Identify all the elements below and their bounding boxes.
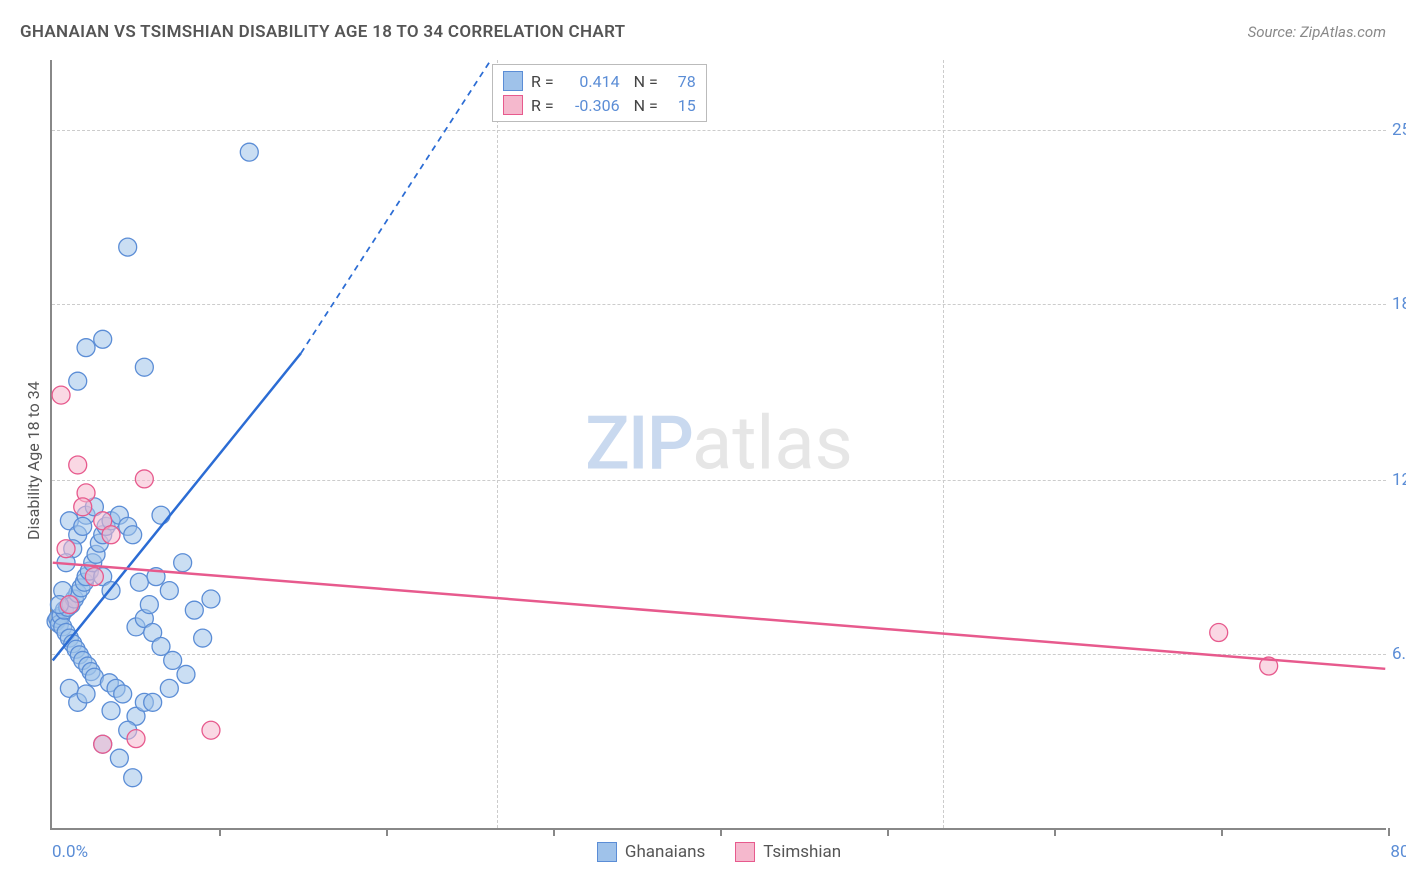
scatter-point [240,143,258,161]
series-legend-item: Ghanaians [597,842,705,862]
x-axis-max-label: 80.0% [1390,842,1406,862]
legend-r-label: R = [531,72,554,91]
scatter-point [110,749,128,767]
scatter-point [194,629,212,647]
x-tick [887,828,889,836]
scatter-point [69,372,87,390]
header-row: GHANAIAN VS TSIMSHIAN DISABILITY AGE 18 … [20,22,1386,42]
scatter-point [140,596,158,614]
scatter-point [77,339,95,357]
y-axis-label: Disability Age 18 to 34 [24,381,43,540]
trend-line-extrapolated [301,60,491,353]
scatter-point [1210,624,1228,642]
scatter-point [85,568,103,586]
scatter-point [94,735,112,753]
legend-n-label: N = [634,96,658,115]
chart-svg [52,60,1386,828]
scatter-point [94,330,112,348]
y-tick-label: 18.8% [1392,294,1406,314]
scatter-point [130,573,148,591]
scatter-point [57,540,75,558]
legend-r-value: -0.306 [562,96,620,115]
scatter-point [102,526,120,544]
scatter-point [74,498,92,516]
scatter-point [185,601,203,619]
legend-swatch [735,842,755,862]
scatter-point [119,238,137,256]
scatter-point [135,470,153,488]
series-legend: Ghanaians Tsimshian [52,842,1386,862]
legend-swatch [597,842,617,862]
y-tick-label: 12.5% [1392,470,1406,490]
legend-swatch [503,95,523,115]
legend-r-value: 0.414 [562,72,620,91]
series-legend-item: Tsimshian [735,842,841,862]
scatter-point [152,506,170,524]
scatter-point [77,685,95,703]
trend-line [53,563,1386,669]
x-tick [1388,828,1390,836]
legend-n-value: 15 [666,96,696,115]
legend-r-label: R = [531,96,554,115]
chart-title: GHANAIAN VS TSIMSHIAN DISABILITY AGE 18 … [20,22,625,42]
scatter-point [160,679,178,697]
scatter-point [135,358,153,376]
series-legend-label: Tsimshian [763,842,841,862]
y-tick-label: 25.0% [1392,120,1406,140]
source-attribution: Source: ZipAtlas.com [1248,23,1386,41]
scatter-point [102,702,120,720]
scatter-point [127,730,145,748]
scatter-point [69,456,87,474]
scatter-point [177,665,195,683]
scatter-point [124,526,142,544]
scatter-point [160,582,178,600]
scatter-point [114,685,132,703]
scatter-point [202,590,220,608]
legend-swatch [503,71,523,91]
x-tick [1221,828,1223,836]
scatter-point [124,769,142,787]
x-tick [219,828,221,836]
x-tick [386,828,388,836]
scatter-point [202,721,220,739]
x-tick [1054,828,1056,836]
scatter-point [60,596,78,614]
correlation-legend-row: R = 0.414 N = 78 [503,69,696,93]
legend-n-value: 78 [666,72,696,91]
correlation-legend-row: R = -0.306 N = 15 [503,93,696,117]
scatter-point [164,651,182,669]
x-tick [553,828,555,836]
scatter-point [52,386,70,404]
series-legend-label: Ghanaians [625,842,705,862]
scatter-point [144,693,162,711]
scatter-point [74,517,92,535]
x-tick [720,828,722,836]
plot-area: ZIPatlas R =0.414N =78R =-0.306N =15 6.3… [50,60,1386,830]
correlation-legend: R = 0.414 N = 78 R = -0.306 N = 15 [492,64,707,122]
legend-n-label: N = [634,72,658,91]
y-tick-label: 6.3% [1392,644,1406,664]
scatter-point [174,554,192,572]
